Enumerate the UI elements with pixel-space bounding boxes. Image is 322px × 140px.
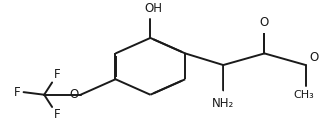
Text: NH₂: NH₂	[212, 97, 234, 110]
Text: O: O	[309, 51, 319, 64]
Text: O: O	[70, 88, 79, 101]
Text: F: F	[54, 108, 60, 121]
Text: O: O	[260, 16, 269, 29]
Text: F: F	[54, 68, 60, 81]
Text: OH: OH	[145, 2, 163, 15]
Text: F: F	[14, 86, 20, 99]
Text: CH₃: CH₃	[294, 90, 315, 100]
